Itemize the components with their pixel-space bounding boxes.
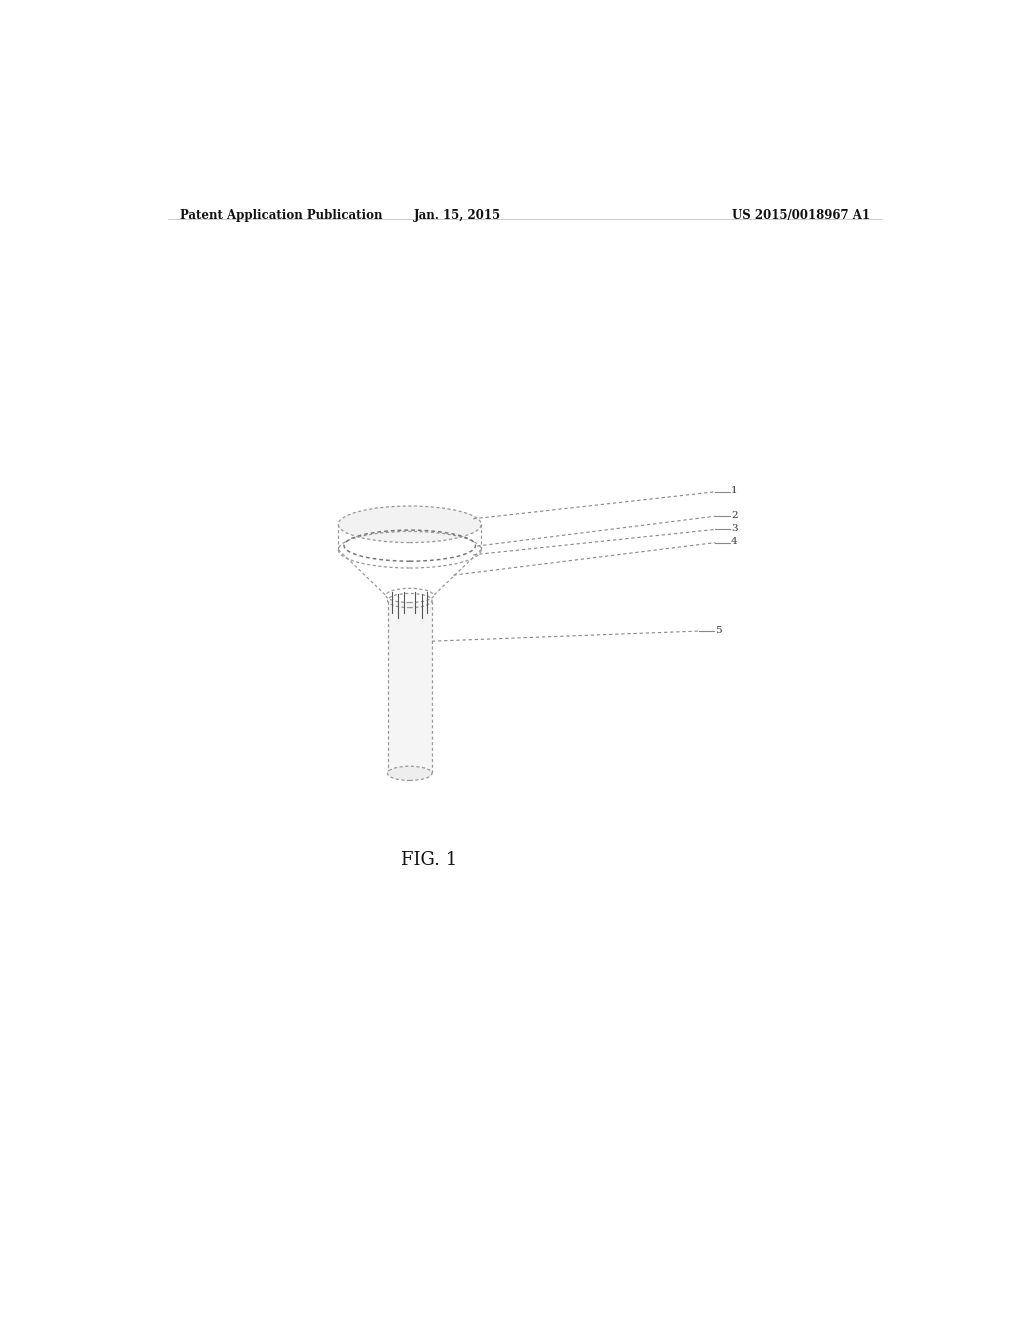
Text: 4: 4 — [731, 537, 737, 546]
Text: Patent Application Publication: Patent Application Publication — [179, 210, 382, 222]
Ellipse shape — [338, 506, 481, 543]
Polygon shape — [387, 601, 432, 774]
Text: US 2015/0018967 A1: US 2015/0018967 A1 — [732, 210, 870, 222]
Text: 5: 5 — [715, 626, 722, 635]
Text: 3: 3 — [731, 524, 737, 533]
Text: 1: 1 — [731, 486, 737, 495]
Ellipse shape — [387, 766, 432, 780]
Text: 2: 2 — [731, 511, 737, 520]
Text: Jan. 15, 2015: Jan. 15, 2015 — [414, 210, 501, 222]
Text: FIG. 1: FIG. 1 — [401, 850, 458, 869]
